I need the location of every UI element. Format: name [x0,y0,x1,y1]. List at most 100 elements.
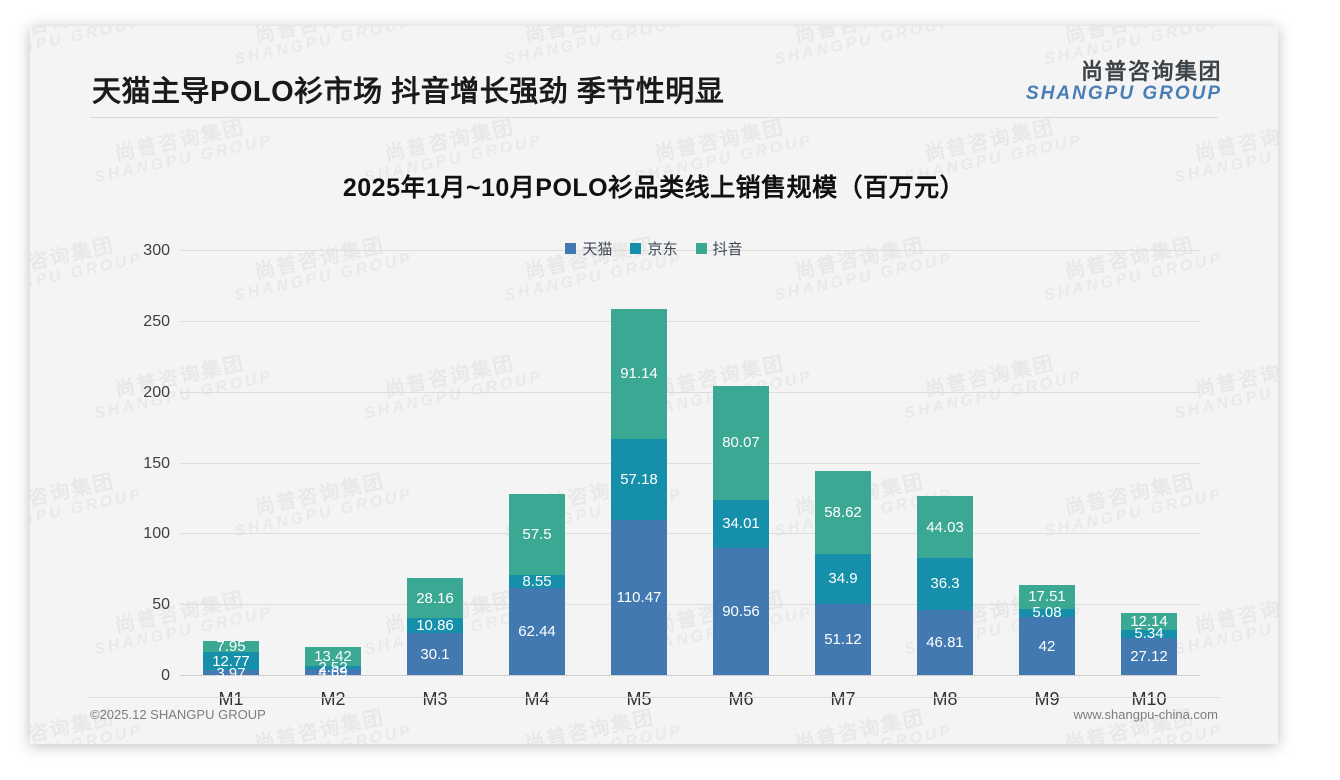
bar-segment-抖音[interactable]: 17.51 [1019,584,1075,610]
y-axis-tick-label: 50 [152,596,170,614]
bar-column-M1[interactable]: 7.95 12.77 3.97 M1 [203,251,259,709]
bar-value-label: 34.01 [722,515,760,533]
bar-value-label: 28.16 [416,589,454,607]
x-axis-tick-label: M2 [320,689,346,709]
bar-value-label: 90.56 [722,603,760,621]
bar-segment-抖音[interactable]: 13.42 [305,646,361,666]
x-axis-tick-label: M1 [218,689,244,709]
y-axis-tick-label: 250 [143,312,170,330]
legend-swatch-icon [630,243,642,254]
x-axis-tick-label: M3 [422,689,448,709]
bar-value-label: 57.18 [620,470,658,488]
bar-value-label: 62.44 [518,623,556,641]
bar-segment-抖音[interactable]: 58.62 [815,471,871,555]
x-axis-tick-label: M8 [932,689,958,709]
bar-segment-天猫[interactable]: 51.12 [815,603,871,676]
bar-segment-京东[interactable]: 36.3 [917,558,973,610]
x-axis-tick-label: M10 [1131,689,1167,709]
bar-value-label: 5.08 [1032,604,1062,622]
legend-label: 天猫 [582,241,613,258]
bar-value-label: 46.81 [926,634,964,652]
gridline [180,320,1200,322]
gridline [180,604,1200,606]
legend-label: 京东 [647,241,678,258]
bar-segment-天猫[interactable]: 110.47 [611,519,667,676]
bar-segment-京东[interactable]: 10.86 [407,617,463,634]
y-axis-tick-label: 100 [143,525,170,543]
slide-header: 天猫主导POLO衫市场 抖音增长强劲 季节性明显 尚普咨询集团 SHANGPU … [30,26,1278,118]
y-axis-tick-label: 0 [161,667,170,684]
logo-chinese-text: 尚普咨询集团 [1080,59,1222,84]
bar-value-label: 8.55 [522,573,552,590]
x-axis-tick-label: M6 [728,689,754,709]
brand-logo: 尚普咨询集团 SHANGPU GROUP [1026,60,1222,104]
bar-segment-京东[interactable]: 2.52 [305,660,361,675]
bar-segment-京东[interactable]: 12.77 [203,652,259,671]
bar-segment-抖音[interactable]: 28.16 [407,578,463,618]
bar-segment-天猫[interactable]: 27.12 [1121,637,1177,676]
watermark-english-text: SHANGPU GROUP [30,722,145,744]
x-axis-tick-label: M7 [830,689,856,709]
bar-segment-京东[interactable]: 5.08 [1019,605,1075,620]
watermark-english-text: SHANGPU GROUP [30,485,145,541]
bar-value-label: 30.1 [420,646,450,664]
bar-column-M7[interactable]: 58.62 34.9 51.12 M7 [815,251,871,709]
bar-segment-天猫[interactable]: 46.81 [917,609,973,676]
y-axis-tick-label: 150 [143,454,170,472]
bar-segment-抖音[interactable]: 44.03 [917,495,973,559]
footer-divider [88,697,1220,698]
footer-website[interactable]: www.shangpu-china.com [1073,707,1218,722]
bar-value-label: 17.51 [1028,588,1066,606]
bar-segment-天猫[interactable]: 3.97 [203,666,259,681]
bar-segment-京东[interactable]: 34.9 [815,554,871,604]
bar-segment-抖音[interactable]: 91.14 [611,309,667,439]
bar-value-label: 12.77 [212,652,250,670]
bar-segment-天猫[interactable]: 62.44 [509,587,565,676]
bar-segment-京东[interactable]: 8.55 [509,573,565,590]
bar-segment-抖音[interactable]: 12.14 [1121,612,1177,631]
legend-item-天猫[interactable]: 天猫 [565,238,612,259]
bar-segment-京东[interactable]: 57.18 [611,438,667,520]
bar-segment-抖音[interactable]: 57.5 [509,493,565,576]
bar-value-label: 4.69 [318,664,348,682]
bar-segment-抖音[interactable]: 7.95 [203,638,259,656]
gridline [180,391,1200,393]
bar-value-label: 51.12 [824,631,862,649]
bar-segment-京东[interactable]: 5.34 [1121,626,1177,641]
bar-column-M8[interactable]: 44.03 36.3 46.81 M8 [917,251,973,709]
x-axis-tick-label: M4 [524,689,550,709]
bar-value-label: 2.52 [318,659,348,677]
bar-value-label: 13.42 [314,647,352,665]
bar-segment-抖音[interactable]: 80.07 [713,386,769,500]
watermark-english-text: SHANGPU GROUP [233,722,415,744]
bar-column-M6[interactable]: 80.07 34.01 90.56 M6 [713,251,769,709]
bar-value-label: 3.97 [216,664,246,682]
bar-column-M3[interactable]: 28.16 10.86 30.1 M3 [407,251,463,709]
chart-title: 2025年1月~10月POLO衫品类线上销售规模（百万元） [342,174,966,202]
bar-column-M2[interactable]: 13.42 2.52 4.69 M2 [305,251,361,709]
bar-column-M10[interactable]: 12.14 5.34 27.12 M10 [1121,251,1177,709]
bar-value-label: 7.95 [216,638,246,656]
bar-segment-天猫[interactable]: 42 [1019,616,1075,676]
legend-item-抖音[interactable]: 抖音 [695,238,743,259]
gridline [180,250,1200,251]
bar-column-M9[interactable]: 17.51 5.08 42 M9 [1019,251,1075,709]
legend-item-京东[interactable]: 京东 [630,238,678,259]
bar-value-label: 5.34 [1134,625,1164,643]
bar-column-M4[interactable]: 57.5 8.55 62.44 M4 [509,251,565,709]
bar-segment-天猫[interactable]: 4.69 [305,665,361,680]
watermark-chinese-text: 尚普咨询集团 [793,706,927,744]
bar-segment-天猫[interactable]: 30.1 [407,633,463,676]
footer-copyright: ©2025.12 SHANGPU GROUP [90,707,266,722]
bar-value-label: 42 [1038,637,1056,655]
bar-segment-天猫[interactable]: 90.56 [713,547,769,676]
bar-value-label: 58.62 [824,504,862,522]
bar-value-label: 110.47 [616,589,662,607]
watermark-english-text: SHANGPU GROUP [503,722,685,744]
gridline [180,462,1200,464]
bar-column-M5[interactable]: 91.14 57.18 110.47 M5 [611,251,667,709]
bar-segment-京东[interactable]: 34.01 [713,499,769,548]
